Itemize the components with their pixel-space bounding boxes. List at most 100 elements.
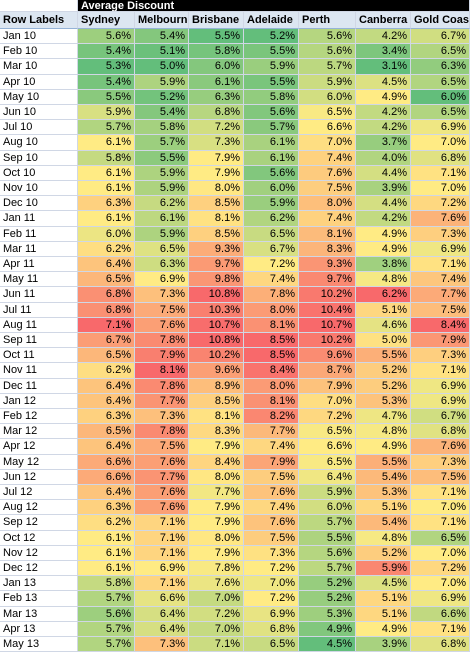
value-cell: 9.6%	[189, 363, 244, 379]
value-cell: 10.2%	[299, 287, 356, 303]
row-label[interactable]: Apr 11	[0, 257, 78, 273]
value-cell: 5.2%	[244, 29, 299, 45]
row-label[interactable]: Mar 11	[0, 241, 78, 257]
row-label[interactable]: Dec 10	[0, 196, 78, 212]
row-label[interactable]: May 13	[0, 637, 78, 653]
value-cell: 8.3%	[189, 424, 244, 440]
row-label[interactable]: Jul 12	[0, 485, 78, 501]
value-cell: 4.5%	[356, 74, 411, 90]
value-cell: 5.1%	[356, 591, 411, 607]
row-label[interactable]: Jun 10	[0, 105, 78, 121]
row-label[interactable]: Jan 10	[0, 29, 78, 45]
column-header[interactable]: Brisbane	[189, 12, 244, 29]
value-cell: 6.1%	[78, 545, 135, 561]
row-label[interactable]: Jul 11	[0, 302, 78, 318]
value-cell: 5.3%	[356, 485, 411, 501]
row-label[interactable]: May 11	[0, 272, 78, 288]
row-label[interactable]: Nov 12	[0, 545, 78, 561]
column-header[interactable]: Canberra	[356, 12, 411, 29]
row-label[interactable]: Aug 12	[0, 500, 78, 516]
value-cell: 6.6%	[299, 120, 356, 136]
value-cell: 7.6%	[411, 439, 470, 455]
row-label[interactable]: Apr 10	[0, 74, 78, 90]
row-label[interactable]: Jun 11	[0, 287, 78, 303]
row-labels-header[interactable]: Row Labels	[0, 12, 78, 29]
value-cell: 6.0%	[299, 500, 356, 516]
row-label[interactable]: Sep 10	[0, 150, 78, 166]
row-label[interactable]: Feb 11	[0, 226, 78, 242]
row-label[interactable]: Feb 10	[0, 44, 78, 60]
row-label[interactable]: Oct 10	[0, 165, 78, 181]
value-cell: 5.9%	[299, 74, 356, 90]
value-cell: 6.6%	[411, 606, 470, 622]
value-cell: 7.1%	[411, 515, 470, 531]
row-label[interactable]: Aug 11	[0, 317, 78, 333]
value-cell: 7.2%	[189, 120, 244, 136]
row-label[interactable]: Jul 10	[0, 120, 78, 136]
row-label[interactable]: Mar 13	[0, 606, 78, 622]
value-cell: 8.5%	[189, 393, 244, 409]
value-cell: 6.4%	[78, 393, 135, 409]
row-label[interactable]: Mar 10	[0, 59, 78, 75]
value-cell: 6.8%	[244, 621, 299, 637]
row-label[interactable]: Jan 11	[0, 211, 78, 227]
value-cell: 5.6%	[244, 105, 299, 121]
value-cell: 6.8%	[189, 105, 244, 121]
value-cell: 6.2%	[356, 287, 411, 303]
row-label[interactable]: Apr 13	[0, 621, 78, 637]
row-label[interactable]: Mar 12	[0, 424, 78, 440]
value-cell: 8.1%	[244, 393, 299, 409]
row-label[interactable]: Apr 12	[0, 439, 78, 455]
value-cell: 10.4%	[299, 302, 356, 318]
row-label[interactable]: Feb 13	[0, 591, 78, 607]
value-cell: 5.4%	[78, 74, 135, 90]
row-label[interactable]: Oct 11	[0, 348, 78, 364]
value-cell: 4.9%	[356, 241, 411, 257]
value-cell: 7.3%	[411, 454, 470, 470]
value-cell: 5.6%	[78, 606, 135, 622]
value-cell: 7.1%	[135, 576, 189, 592]
row-label[interactable]: Nov 10	[0, 181, 78, 197]
row-label[interactable]: Jan 13	[0, 576, 78, 592]
row-label[interactable]: Sep 12	[0, 515, 78, 531]
value-cell: 7.2%	[244, 561, 299, 577]
column-header[interactable]: Perth	[299, 12, 356, 29]
value-cell: 4.2%	[356, 105, 411, 121]
row-label[interactable]: Oct 12	[0, 530, 78, 546]
value-cell: 6.4%	[78, 257, 135, 273]
row-label[interactable]: Dec 12	[0, 561, 78, 577]
value-cell: 6.9%	[135, 272, 189, 288]
row-label[interactable]: Aug 10	[0, 135, 78, 151]
row-label[interactable]: Jan 12	[0, 393, 78, 409]
value-cell: 9.3%	[189, 241, 244, 257]
value-cell: 6.5%	[411, 530, 470, 546]
value-cell: 7.9%	[189, 150, 244, 166]
column-header[interactable]: Sydney	[78, 12, 135, 29]
column-header[interactable]: Adelaide	[244, 12, 299, 29]
value-cell: 6.3%	[189, 89, 244, 105]
row-label[interactable]: Sep 11	[0, 333, 78, 349]
row-label[interactable]: Dec 11	[0, 378, 78, 394]
value-cell: 9.7%	[189, 257, 244, 273]
row-label[interactable]: Nov 11	[0, 363, 78, 379]
value-cell: 6.0%	[244, 181, 299, 197]
value-cell: 5.7%	[78, 120, 135, 136]
column-header[interactable]: Gold Coast	[411, 12, 470, 29]
value-cell: 6.3%	[78, 409, 135, 425]
value-cell: 4.6%	[356, 317, 411, 333]
value-cell: 7.9%	[189, 500, 244, 516]
value-cell: 8.4%	[189, 454, 244, 470]
value-cell: 7.5%	[135, 302, 189, 318]
value-cell: 10.3%	[189, 302, 244, 318]
row-label[interactable]: Jun 12	[0, 469, 78, 485]
value-cell: 7.4%	[244, 272, 299, 288]
value-cell: 7.1%	[411, 485, 470, 501]
row-label[interactable]: May 10	[0, 89, 78, 105]
row-label[interactable]: May 12	[0, 454, 78, 470]
value-cell: 5.9%	[135, 165, 189, 181]
row-label[interactable]: Feb 12	[0, 409, 78, 425]
column-header[interactable]: Melbourne	[135, 12, 189, 29]
value-cell: 6.1%	[78, 211, 135, 227]
value-cell: 7.5%	[135, 439, 189, 455]
value-cell: 4.9%	[356, 439, 411, 455]
